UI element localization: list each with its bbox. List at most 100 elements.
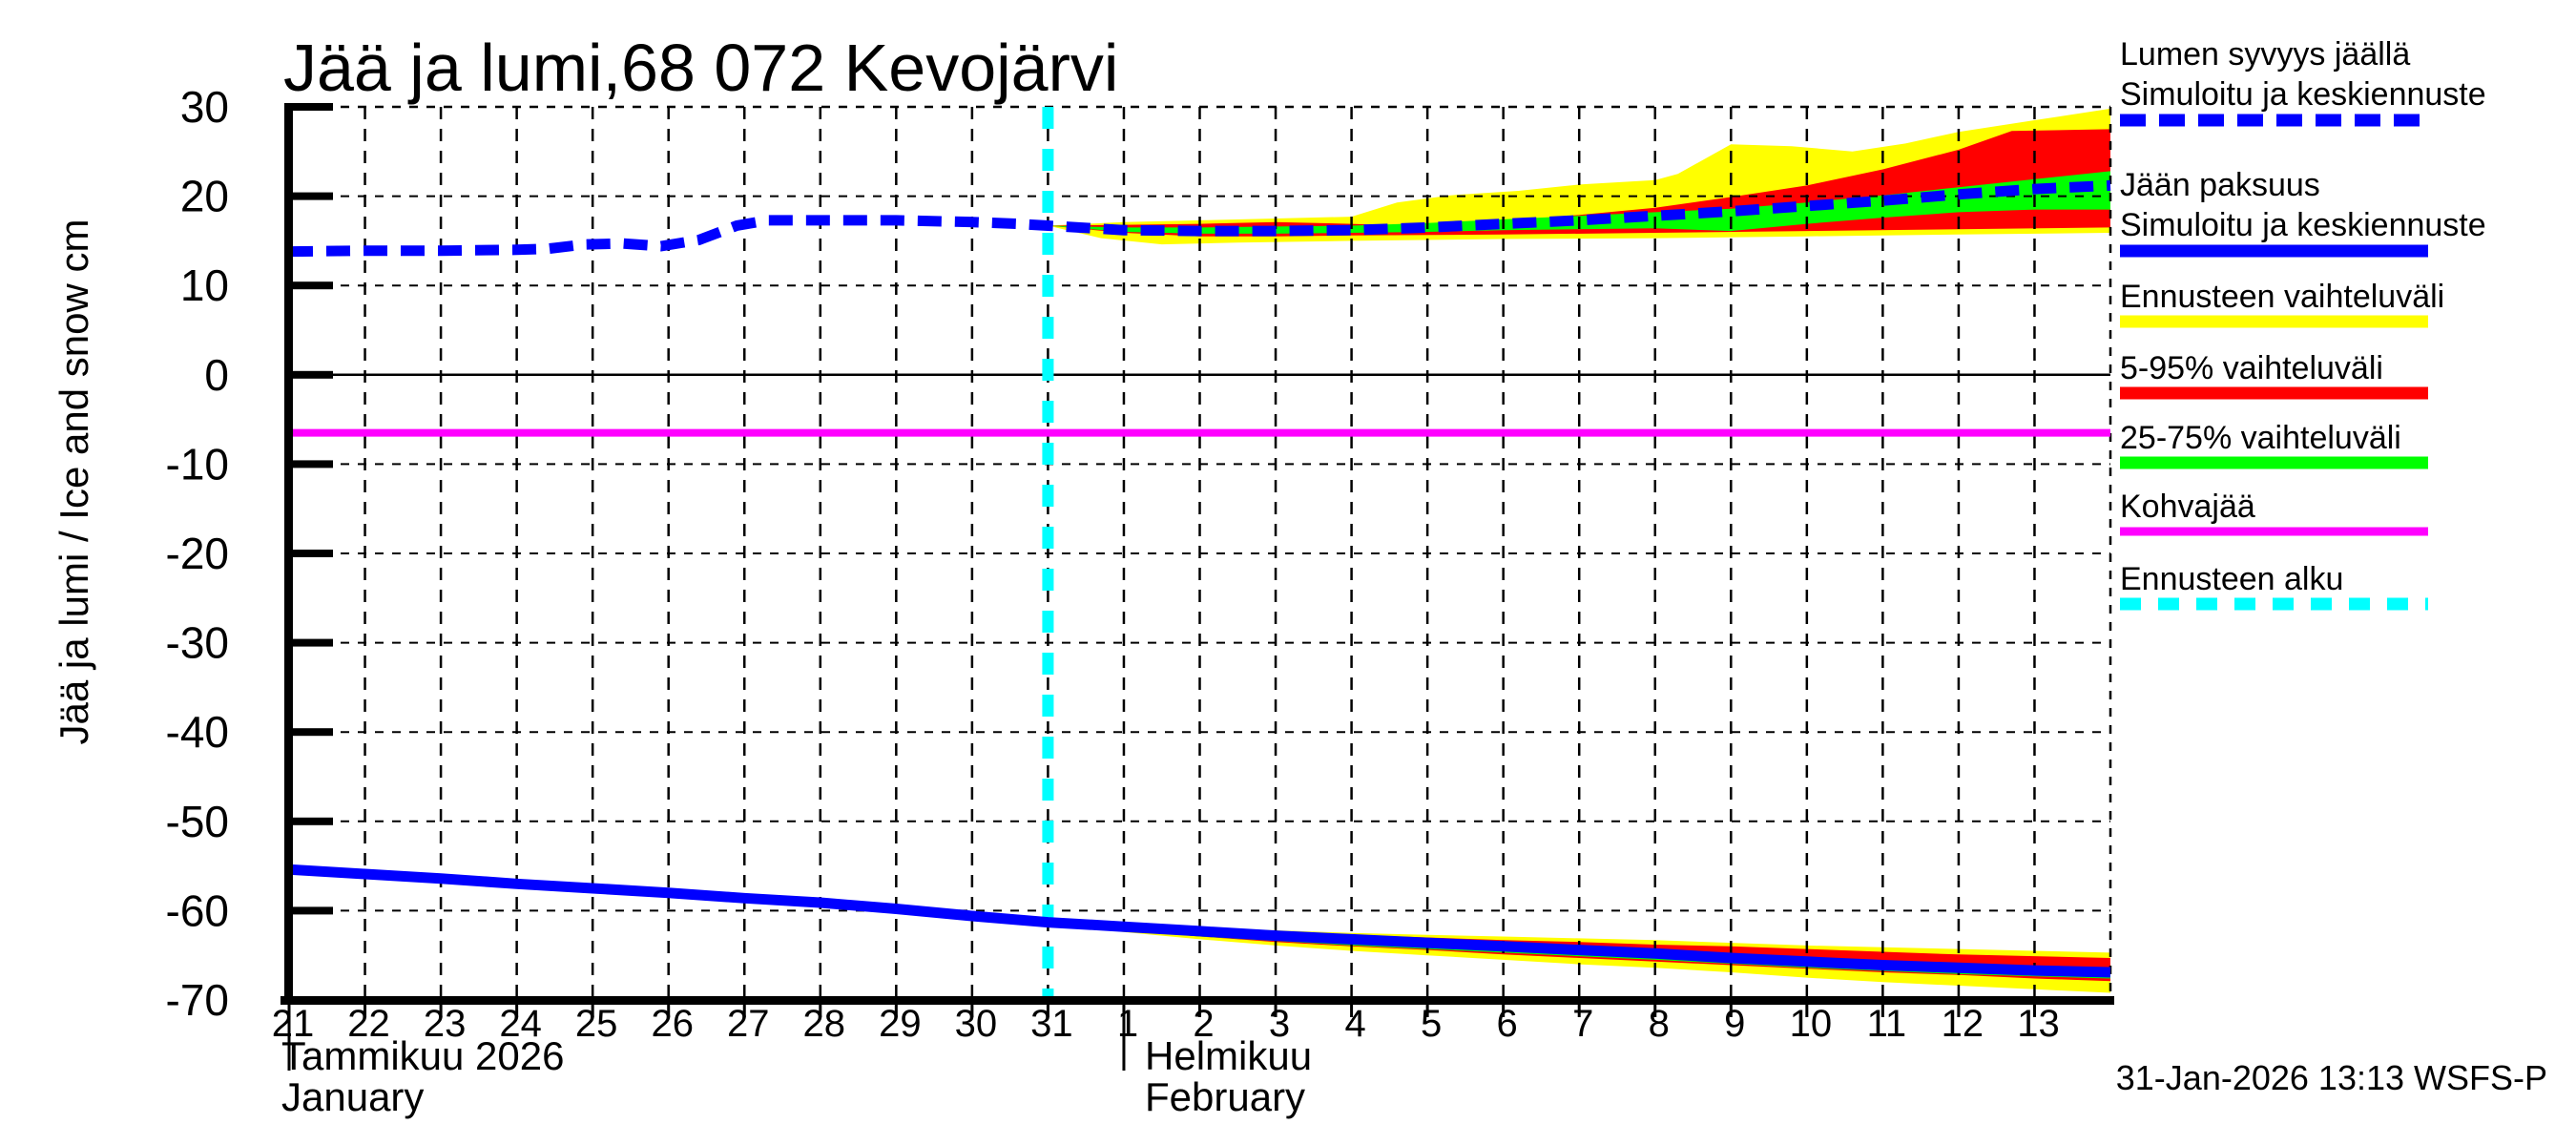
x-tick bbox=[515, 1004, 519, 1017]
y-tick-label: -50 bbox=[166, 797, 229, 846]
month-label-feb-en: February bbox=[1145, 1074, 1305, 1119]
y-tick bbox=[289, 550, 333, 557]
x-tick-label-feb: 2 bbox=[1193, 1003, 1214, 1045]
legend-label: Kohvajää bbox=[2120, 489, 2255, 525]
y-tick bbox=[289, 817, 333, 825]
x-tick-label-feb: 3 bbox=[1269, 1003, 1290, 1045]
y-tick-label: 30 bbox=[180, 82, 229, 132]
x-tick-label-jan: 23 bbox=[424, 1003, 467, 1045]
x-tick bbox=[1198, 1004, 1201, 1017]
y-tick-label: 20 bbox=[180, 172, 229, 221]
x-tick bbox=[1957, 1004, 1961, 1017]
x-tick-label-feb: 13 bbox=[2017, 1003, 2060, 1045]
legend-item: Jään paksuus Simuloitu ja keskiennuste bbox=[2120, 167, 2486, 258]
y-tick-label: 10 bbox=[180, 260, 229, 310]
x-axis-spine bbox=[280, 996, 2114, 1005]
y-tick-label: -70 bbox=[166, 975, 229, 1025]
x-tick-label-jan: 25 bbox=[575, 1003, 618, 1045]
x-tick-label-jan: 30 bbox=[955, 1003, 998, 1045]
legend-item: Kohvajää bbox=[2120, 489, 2428, 536]
y-tick-label: -60 bbox=[166, 885, 229, 935]
x-tick-label-feb: 7 bbox=[1572, 1003, 1593, 1045]
y-tick bbox=[289, 638, 333, 647]
legend-label: Ennusteen vaihteluväli bbox=[2120, 279, 2444, 315]
y-tick-label: -30 bbox=[166, 618, 229, 668]
x-tick bbox=[1502, 1004, 1506, 1017]
y-axis-spine bbox=[284, 103, 293, 1005]
y-tick bbox=[289, 906, 333, 915]
x-tick bbox=[1805, 1004, 1809, 1017]
x-tick-label-feb: 6 bbox=[1497, 1003, 1518, 1045]
month-separator-tick bbox=[287, 1004, 291, 1071]
axes bbox=[280, 103, 2114, 1071]
y-tick bbox=[289, 370, 333, 379]
x-tick-label-jan: 31 bbox=[1030, 1003, 1073, 1045]
y-axis-label: Jää ja lumi / Ice and snow cm bbox=[52, 219, 96, 745]
x-tick bbox=[1425, 1004, 1429, 1017]
snow-depth-median-line bbox=[288, 179, 2111, 258]
legend-item: Ennusteen alku bbox=[2120, 561, 2428, 611]
snow-range-25-75 bbox=[1048, 171, 2110, 234]
x-tick-label-feb: 9 bbox=[1724, 1003, 1745, 1045]
month-label-jan-fi: Tammikuu 2026 bbox=[281, 1033, 564, 1078]
x-tick bbox=[2032, 1004, 2036, 1017]
x-tick-label-feb: 11 bbox=[1867, 1003, 1907, 1045]
x-tick-label-jan: 21 bbox=[272, 1003, 315, 1045]
x-tick-label-jan: 22 bbox=[347, 1003, 390, 1045]
x-tick bbox=[1046, 1004, 1049, 1017]
legend-item: 5-95% vaihteluväli bbox=[2120, 350, 2428, 400]
x-tick bbox=[1729, 1004, 1733, 1017]
data-lines bbox=[288, 179, 2111, 978]
x-tick bbox=[970, 1004, 974, 1017]
y-tick bbox=[289, 103, 333, 111]
legend-label: 5-95% vaihteluväli bbox=[2120, 350, 2383, 386]
y-tick bbox=[289, 192, 333, 200]
x-tick bbox=[819, 1004, 822, 1017]
chart-title: Jää ja lumi,68 072 Kevojärvi bbox=[283, 31, 1118, 105]
x-tick bbox=[1577, 1004, 1581, 1017]
legend-label: 25-75% vaihteluväli bbox=[2120, 420, 2401, 456]
y-tick-label: -10 bbox=[166, 439, 229, 489]
legend-label: Simuloitu ja keskiennuste bbox=[2120, 76, 2486, 113]
legend-item: 25-75% vaihteluväli bbox=[2120, 420, 2428, 469]
gridlines bbox=[289, 105, 2112, 1000]
x-tick-label-jan: 24 bbox=[499, 1003, 542, 1045]
x-tick bbox=[667, 1004, 671, 1017]
x-tick-label-feb: 12 bbox=[1942, 1003, 1984, 1045]
legend-label: Lumen syvyys jäällä bbox=[2120, 36, 2410, 73]
legend-label: Ennusteen alku bbox=[2120, 561, 2343, 597]
x-tick bbox=[894, 1004, 898, 1017]
ice-thickness-median-line bbox=[288, 864, 2111, 978]
y-tick bbox=[289, 728, 333, 737]
y-tick-label: 0 bbox=[204, 350, 229, 400]
y-tick-label: -20 bbox=[166, 529, 229, 578]
x-tick-label-feb: 1 bbox=[1117, 1003, 1138, 1045]
x-tick-label-feb: 4 bbox=[1344, 1003, 1365, 1045]
x-tick-label-jan: 26 bbox=[651, 1003, 694, 1045]
x-tick bbox=[1274, 1004, 1278, 1017]
month-label-jan-en: January bbox=[281, 1074, 424, 1119]
month-label-feb-fi: Helmikuu bbox=[1145, 1033, 1312, 1078]
legend-label: Jään paksuus bbox=[2120, 167, 2320, 203]
x-tick bbox=[591, 1004, 594, 1017]
x-tick bbox=[1350, 1004, 1354, 1017]
legend-item: Ennusteen vaihteluväli bbox=[2120, 279, 2444, 328]
x-tick bbox=[364, 1004, 367, 1017]
month-separator-tick bbox=[1122, 1004, 1126, 1071]
x-tick-label-feb: 5 bbox=[1421, 1003, 1442, 1045]
x-tick bbox=[439, 1004, 443, 1017]
y-tick bbox=[289, 281, 333, 290]
x-tick bbox=[1653, 1004, 1657, 1017]
x-tick-label-jan: 28 bbox=[803, 1003, 846, 1045]
x-tick-label-feb: 8 bbox=[1649, 1003, 1670, 1045]
x-tick-label-jan: 27 bbox=[727, 1003, 770, 1045]
x-tick-label-feb: 10 bbox=[1790, 1003, 1833, 1045]
legend-label: Simuloitu ja keskiennuste bbox=[2120, 207, 2486, 243]
y-tick bbox=[289, 460, 333, 468]
y-tick-label: -40 bbox=[166, 707, 229, 757]
